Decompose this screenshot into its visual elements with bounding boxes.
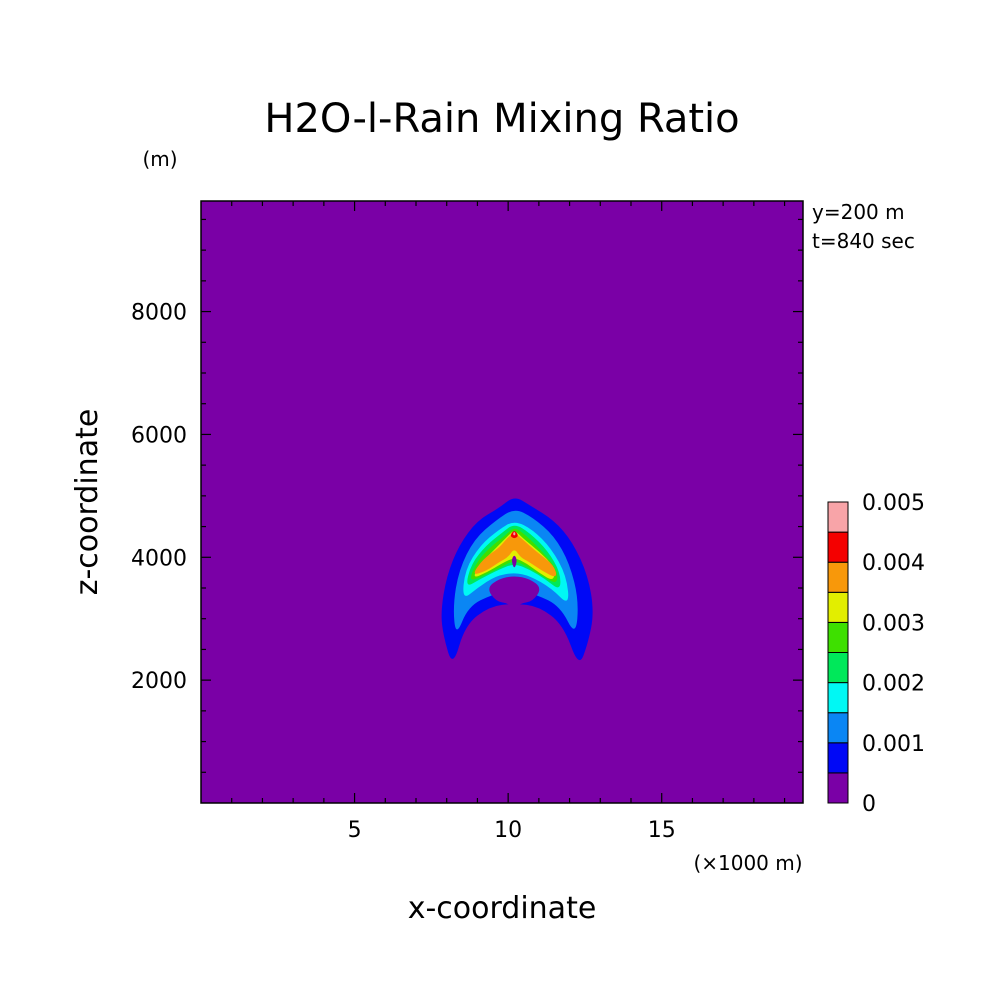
- colorbar-label: 0.005: [862, 491, 925, 516]
- colorbar-label: 0.004: [862, 551, 925, 576]
- y-tick-label: 8000: [131, 301, 187, 326]
- plot-frame: [200, 200, 804, 804]
- y-unit-label: (m): [142, 147, 177, 171]
- x-tick-label: 5: [348, 818, 362, 843]
- colorbar-label: 0.003: [862, 611, 925, 636]
- chart-title: H2O-l-Rain Mixing Ratio: [264, 96, 739, 142]
- annotation-y: y=200 m: [812, 200, 905, 224]
- colorbar-label: 0.001: [862, 732, 925, 757]
- colorbar-label: 0.002: [862, 672, 925, 697]
- colorbar-label: 0: [862, 792, 876, 817]
- colorbar-swatch: [827, 501, 849, 533]
- colorbar: 0 0.001 0.002 0.003 0.004 0.005: [827, 491, 925, 817]
- y-tick-labels: 2000 4000 6000 8000: [131, 301, 187, 695]
- colorbar-swatch: [827, 621, 849, 654]
- plot-area: [200, 200, 804, 804]
- colorbar-swatch: [827, 712, 849, 744]
- colorbar-swatch: [827, 682, 849, 714]
- tick-marks: [201, 201, 803, 803]
- contour-region-6: [474, 531, 555, 580]
- y-tick-label: 4000: [131, 546, 187, 571]
- colorbar-swatch: [827, 652, 849, 684]
- y-tick-label: 6000: [131, 423, 187, 448]
- x-tick-labels: 5 10 15: [348, 818, 676, 843]
- colorbar-swatch: [827, 561, 849, 593]
- colorbar-swatch: [827, 772, 849, 804]
- colorbar-swatch: [827, 742, 849, 774]
- annotation-t: t=840 sec: [812, 229, 915, 253]
- x-tick-label: 10: [494, 818, 522, 843]
- colorbar-swatch: [827, 531, 849, 563]
- contour-hole-2: [512, 555, 517, 568]
- plot-background: [201, 201, 803, 803]
- contour-hole-1: [489, 576, 540, 608]
- x-unit-label: (×1000 m): [693, 851, 802, 875]
- y-axis-label: z-coordinate: [70, 409, 105, 596]
- contour-region-7: [474, 534, 557, 577]
- contour-layer: [441, 498, 593, 661]
- contour-region-9: [513, 532, 516, 536]
- colorbar-swatch: [827, 591, 849, 623]
- x-tick-label: 15: [648, 818, 676, 843]
- x-axis-label: x-coordinate: [408, 891, 597, 926]
- y-tick-label: 2000: [131, 669, 187, 694]
